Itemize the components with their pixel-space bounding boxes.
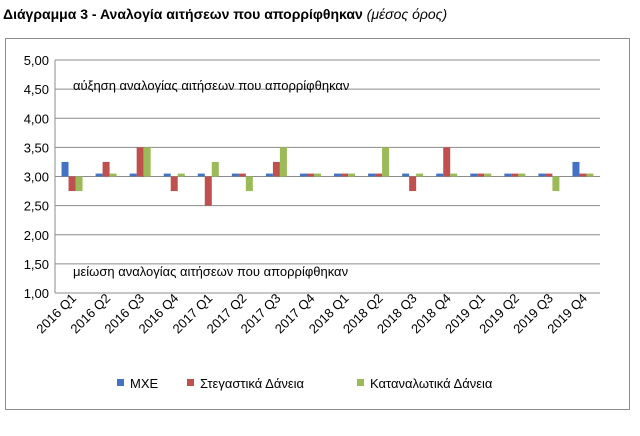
y-tick-labels: 1,00 1,50 2,00 2,50 3,00 3,50 4,00 4,50 5,00 — [24, 53, 49, 301]
legend-label-3: Καταναλωτικά Δάνεια — [370, 376, 493, 391]
legend-swatch-2 — [187, 379, 194, 386]
bar-1-13 — [470, 173, 478, 177]
chart-title: Διάγραμμα 3 - Αναλογία αιτήσεων που απορ… — [3, 6, 447, 22]
bar-1-4 — [163, 173, 171, 177]
bar-2-15 — [545, 173, 553, 177]
chart-title-subtitle: (μέσος όρος) — [366, 6, 448, 22]
bar-2-10 — [375, 173, 383, 177]
bar-3-3 — [143, 147, 151, 177]
bar-3-2 — [109, 173, 117, 177]
bar-3-11 — [416, 173, 424, 177]
legend: ΜΧΕ Στεγαστικά Δάνεια Καταναλωτικά Δάνεια — [117, 376, 493, 391]
bar-3-6 — [245, 176, 253, 192]
bar-2-1 — [68, 176, 76, 192]
annotation-decrease: μείωση αναλογίας αιτήσεων που απορρίφθηκ… — [73, 264, 348, 279]
bar-1-11 — [402, 173, 410, 177]
bar-2-12 — [443, 147, 451, 177]
bar-1-2 — [95, 173, 103, 177]
bars — [61, 147, 594, 206]
bar-1-3 — [129, 173, 137, 177]
legend-swatch-1 — [117, 379, 124, 386]
bar-3-9 — [348, 173, 356, 177]
bar-2-2 — [102, 161, 110, 177]
bar-2-11 — [409, 176, 417, 192]
y-tick-label: 2,50 — [24, 199, 49, 214]
legend-swatch-3 — [357, 379, 364, 386]
y-tick-label: 5,00 — [24, 53, 49, 68]
bar-2-6 — [238, 173, 246, 177]
bar-2-13 — [477, 173, 485, 177]
y-tick-label: 1,50 — [24, 257, 49, 272]
legend-label-1: ΜΧΕ — [130, 376, 159, 391]
chart-title-main: Διάγραμμα 3 - Αναλογία αιτήσεων που απορ… — [3, 6, 363, 22]
y-tick-label: 2,00 — [24, 228, 49, 243]
bar-2-8 — [306, 173, 314, 177]
bar-1-8 — [299, 173, 307, 177]
bar-1-15 — [538, 173, 546, 177]
bar-3-16 — [586, 173, 594, 177]
y-tick-label: 4,00 — [24, 111, 49, 126]
bar-1-6 — [231, 173, 239, 177]
bar-2-14 — [511, 173, 519, 177]
bar-1-10 — [368, 173, 376, 177]
bar-3-1 — [75, 176, 83, 192]
bar-1-14 — [504, 173, 512, 177]
bar-3-10 — [382, 147, 390, 177]
bar-1-5 — [197, 173, 205, 177]
bar-3-14 — [518, 173, 526, 177]
y-tick-label: 4,50 — [24, 82, 49, 97]
bar-2-3 — [136, 147, 144, 177]
bar-3-7 — [279, 147, 287, 177]
bar-2-9 — [341, 173, 349, 177]
bar-1-7 — [265, 173, 273, 177]
bar-1-12 — [436, 173, 444, 177]
annotation-increase: αύξηση αναλογίας αιτήσεων που απορρίφθηκ… — [73, 78, 349, 93]
bar-2-4 — [170, 176, 178, 192]
bar-3-12 — [450, 173, 458, 177]
bar-2-5 — [204, 176, 212, 206]
bar-1-9 — [334, 173, 342, 177]
bar-2-7 — [272, 161, 280, 177]
bar-3-5 — [211, 161, 219, 177]
bar-1-1 — [61, 161, 69, 177]
y-tick-label: 3,50 — [24, 140, 49, 155]
chart-frame — [5, 38, 630, 410]
bar-3-13 — [484, 173, 492, 177]
y-tick-label: 3,00 — [24, 170, 49, 185]
legend-label-2: Στεγαστικά Δάνεια — [200, 376, 305, 391]
bar-3-4 — [177, 173, 185, 177]
bar-3-15 — [552, 176, 560, 192]
bar-1-16 — [572, 161, 580, 177]
bar-3-8 — [313, 173, 321, 177]
y-tick-label: 1,00 — [24, 286, 49, 301]
bar-2-16 — [579, 173, 587, 177]
